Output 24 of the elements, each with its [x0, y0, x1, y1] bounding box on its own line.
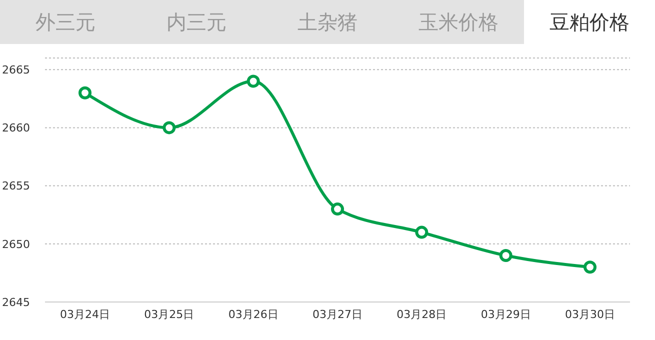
y-tick-label: 2660: [2, 122, 30, 135]
point: [162, 121, 176, 134]
point: [415, 226, 428, 239]
x-tick-label: 03月25日: [144, 308, 194, 321]
point: [246, 74, 260, 88]
x-tick-label: 03月24日: [60, 308, 110, 321]
x-tick-label: 03月27日: [312, 308, 362, 321]
text: 玉米价格: [418, 9, 500, 36]
y-tick-label: 2665: [2, 64, 30, 77]
y-tick-label: 2650: [2, 238, 30, 251]
y-tick-label: 2645: [2, 296, 30, 309]
point: [78, 86, 92, 100]
chart-title: 豆粕价格: [524, 0, 655, 44]
x-tick-label: 03月26日: [228, 308, 278, 321]
text: 内三元: [166, 9, 228, 36]
y-tick-label: 2655: [2, 180, 30, 193]
text: 外三元: [34, 9, 96, 36]
x-tick-label: 03月30日: [565, 308, 615, 321]
x-tick-label: 03月28日: [396, 308, 447, 321]
point: [584, 260, 596, 274]
text: 土杂猪: [296, 9, 358, 36]
x-tick-label: 03月29日: [480, 308, 531, 321]
point: [331, 202, 344, 216]
point: [499, 249, 512, 262]
